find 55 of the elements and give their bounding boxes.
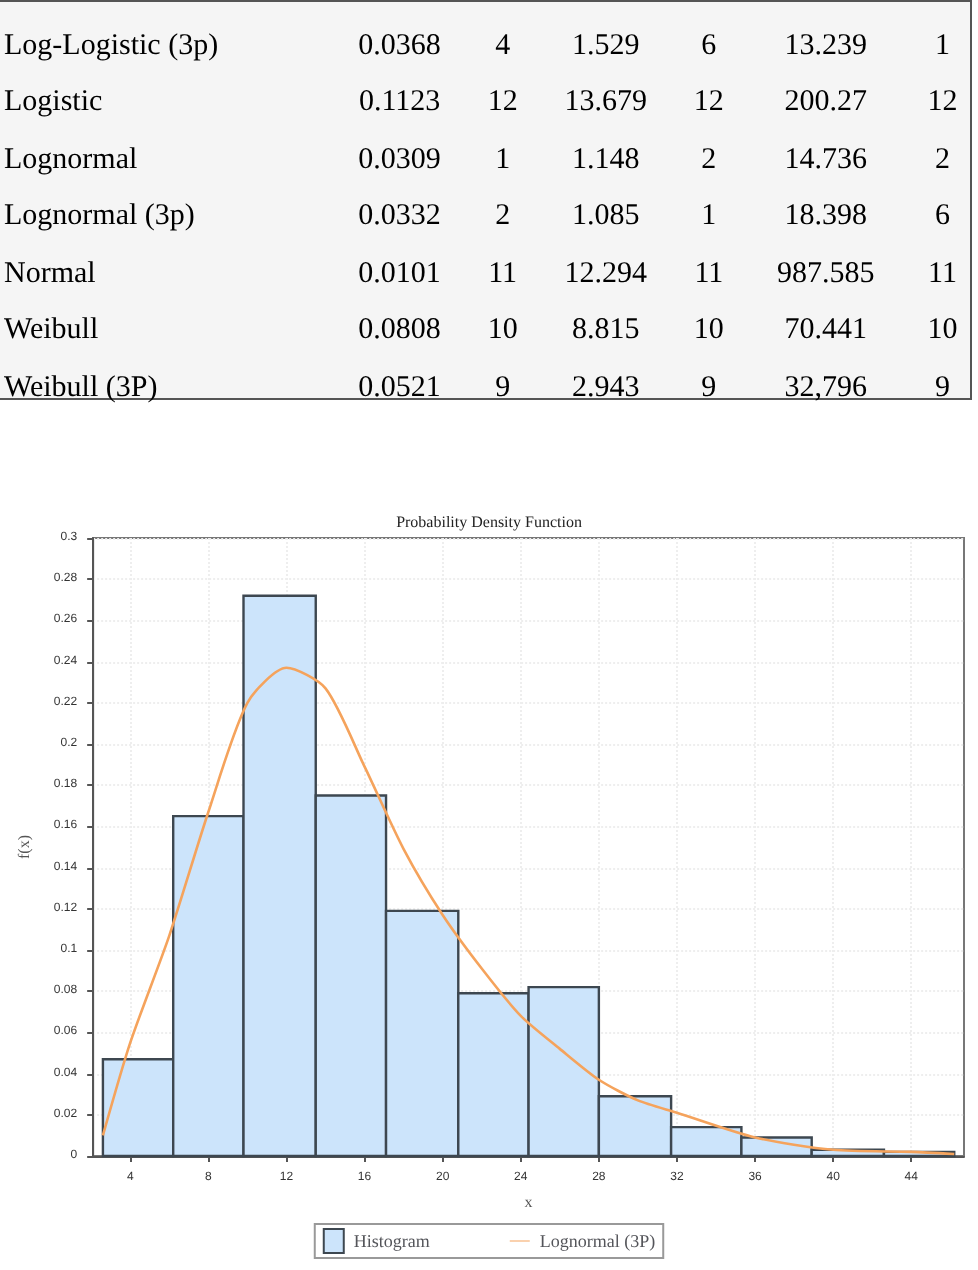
data-label: 10 [691, 312, 726, 351]
data-label: 1.529 [570, 27, 642, 66]
data-label: 0.0309 [356, 141, 443, 180]
data-label: 0.0332 [356, 198, 443, 237]
data-label: 9 [493, 369, 513, 408]
category-label: Lognormal (3p) [2, 198, 197, 237]
data-label: 32,796 [782, 369, 869, 408]
data-label: 2 [699, 141, 719, 180]
data-label: 18.398 [782, 198, 869, 237]
data-label: 14.736 [782, 141, 869, 180]
data-label: 4 [493, 27, 513, 66]
data-label: 1 [699, 198, 719, 237]
data-label: 11 [486, 255, 520, 294]
data-label: 2 [932, 141, 952, 180]
data-label: 1.085 [570, 198, 642, 237]
data-label: 13.679 [562, 84, 649, 123]
data-label: 8.815 [570, 312, 642, 351]
data-label: 0.1123 [356, 84, 443, 123]
data-label: 9 [699, 369, 719, 408]
y-axis-title: f(x) [15, 834, 33, 859]
data-label: 987.585 [774, 255, 877, 294]
data-label: 0.0521 [356, 369, 443, 408]
data-label: 12.294 [562, 255, 649, 294]
category-label: Lognormal [2, 141, 140, 180]
legend-label: Histogram [353, 1231, 430, 1251]
data-label: 1.148 [570, 141, 642, 180]
legend-label: Lognormal (3P) [539, 1231, 656, 1251]
data-label: 13.239 [782, 27, 869, 66]
category-label: Normal [2, 255, 98, 294]
data-label: 2.943 [570, 369, 642, 408]
category-label: Weibull [2, 312, 101, 351]
data-label: 200.27 [782, 84, 869, 123]
data-label: 10 [925, 312, 960, 351]
data-label: 11 [692, 255, 726, 294]
data-label: 10 [485, 312, 520, 351]
data-label: 1 [493, 141, 513, 180]
x-axis-title: x [524, 1192, 533, 1211]
data-label: 70.441 [782, 312, 869, 351]
category-label: Log-Logistic (3p) [2, 27, 221, 66]
data-label: 12 [691, 84, 726, 123]
data-label: 0.0808 [356, 312, 443, 351]
data-label: 1 [932, 27, 952, 66]
data-label: 6 [699, 27, 719, 66]
data-label: 11 [926, 255, 959, 294]
data-label: 12 [485, 84, 520, 123]
category-label: Weibull (3P) [2, 369, 160, 408]
data-label: 6 [932, 198, 952, 237]
data-label: 0.0368 [356, 27, 443, 66]
line-series [101, 666, 956, 1156]
chart-title: Probability Density Function [396, 513, 582, 531]
category-label: Logistic [2, 84, 105, 123]
data-label: 2 [493, 198, 513, 237]
data-label: 0.0101 [356, 255, 443, 294]
data-label: 12 [925, 84, 960, 123]
data-label: 9 [932, 369, 952, 408]
